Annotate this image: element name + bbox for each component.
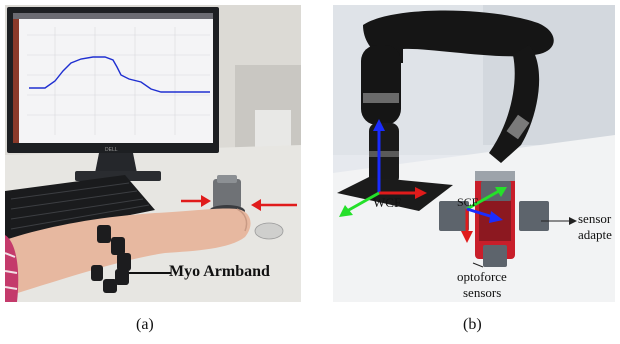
monitor-brand: DELL xyxy=(105,147,118,153)
red-arrows xyxy=(181,195,297,211)
caption-a: (a) xyxy=(136,316,154,333)
robot-link-top xyxy=(363,10,554,63)
sleeve xyxy=(5,235,19,302)
myo-device xyxy=(213,179,241,209)
robot-link-right xyxy=(489,45,540,163)
table xyxy=(333,135,615,302)
plot-grid xyxy=(27,27,210,135)
scf-frame xyxy=(461,187,507,243)
arrow-right-icon xyxy=(201,195,211,207)
myo-armband-label: Myo Armband xyxy=(169,263,270,280)
scf-label: SCF xyxy=(457,195,479,209)
adapter-label: adapte xyxy=(578,227,612,242)
sensor-label: sensor xyxy=(578,211,612,226)
emg-signal-line xyxy=(29,56,210,93)
photo-b: WCF SCF sensor adapte optoforce sensors xyxy=(333,5,615,302)
wcf-frame xyxy=(339,119,427,217)
myo-armband xyxy=(91,225,131,293)
optoforce-label: optoforce xyxy=(457,269,507,284)
arrow-left-icon xyxy=(251,199,261,211)
sensors-label: sensors xyxy=(463,285,502,300)
arm xyxy=(5,208,251,297)
wcf-label: WCF xyxy=(373,195,402,210)
caption-b: (b) xyxy=(463,316,482,333)
photo-b-scene xyxy=(333,5,615,302)
photo-a: DELL xyxy=(5,5,301,302)
robot-link-upper xyxy=(361,45,401,125)
monitor-screen xyxy=(13,13,213,143)
mouse xyxy=(254,222,284,240)
photo-a-scene: DELL xyxy=(5,5,301,302)
